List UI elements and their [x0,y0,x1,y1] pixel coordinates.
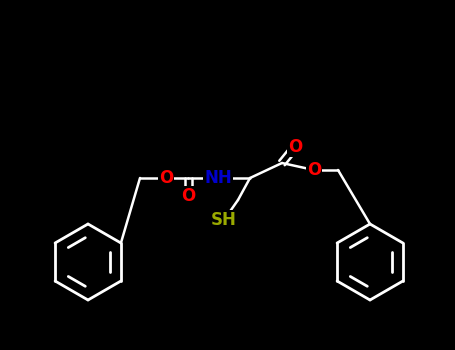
Text: O: O [307,161,321,179]
Text: O: O [288,138,302,156]
Text: SH: SH [211,211,237,229]
Text: O: O [159,169,173,187]
Text: O: O [181,187,195,205]
Text: NH: NH [204,169,232,187]
